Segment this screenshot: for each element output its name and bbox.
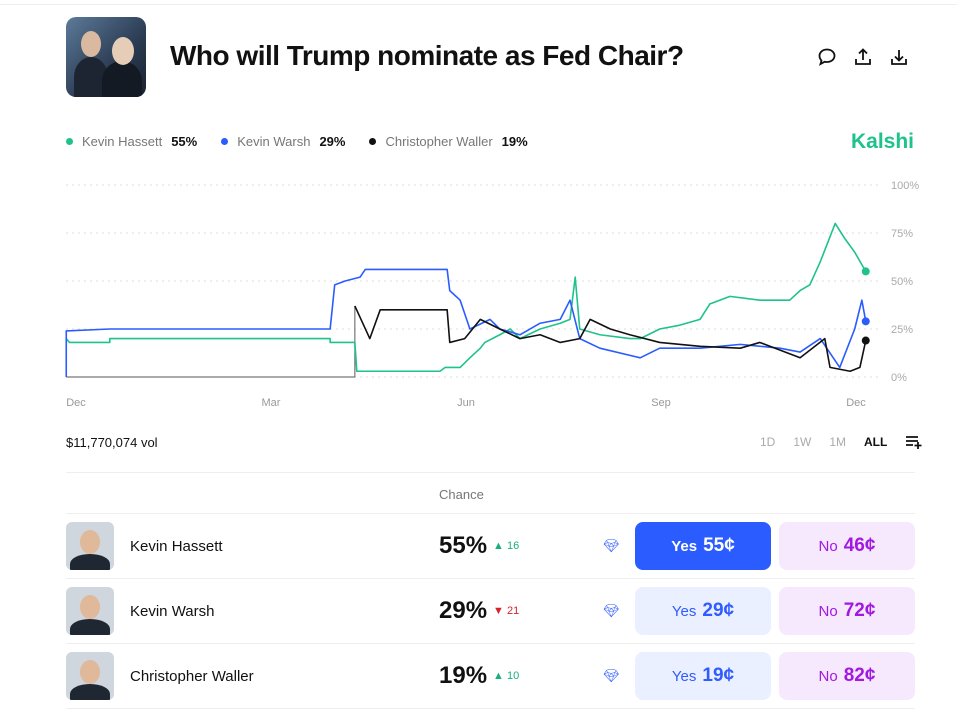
y-tick-label: 100% [891, 180, 919, 192]
x-tick-label: Jun [457, 397, 475, 409]
kalshi-logo: Kalshi [851, 130, 915, 153]
change-arrow-icon: ▲ [493, 670, 504, 682]
no-label: No [818, 602, 838, 620]
y-tick-label: 75% [891, 228, 913, 240]
no-price: 46¢ [843, 535, 876, 556]
no-button[interactable]: No 46¢ [779, 522, 915, 570]
legend-dot [66, 138, 73, 145]
diamond-icon[interactable]: 💎︎ [603, 538, 620, 553]
legend-value: 19% [501, 134, 528, 149]
yes-button[interactable]: Yes 29¢ [635, 587, 771, 635]
series-line-christopher-waller [354, 305, 867, 373]
change-arrow-icon: ▲ [493, 540, 504, 552]
divider [66, 578, 915, 579]
avatar [66, 587, 114, 635]
outcome-chance: 29% [439, 597, 488, 624]
range-1m[interactable]: 1M [829, 435, 847, 449]
yes-price: 19¢ [702, 665, 735, 686]
avatar [66, 652, 114, 700]
series-end-dot [861, 267, 870, 276]
change-value: 10 [506, 670, 520, 682]
yes-label: Yes [671, 667, 697, 685]
outcome-chance: 19% [439, 662, 488, 689]
y-tick-label: 0% [891, 372, 907, 384]
market-image [66, 17, 146, 97]
x-tick-label: Dec [66, 397, 86, 409]
divider [66, 472, 915, 473]
legend-value: 29% [319, 134, 346, 149]
range-1w[interactable]: 1W [793, 435, 812, 449]
divider [66, 643, 915, 644]
top-divider [0, 4, 957, 5]
change-arrow-icon: ▼ [493, 605, 504, 617]
share-icon[interactable] [853, 47, 873, 67]
avatar [66, 522, 114, 570]
comment-icon[interactable] [817, 47, 837, 67]
legend-item-waller: Christopher Waller 19% [369, 134, 528, 149]
legend-dot [221, 138, 229, 145]
legend-name: Christopher Waller [385, 134, 493, 149]
no-button[interactable]: No 82¢ [779, 652, 915, 700]
legend-value: 55% [171, 134, 198, 149]
outcome-chance: 55% [439, 532, 488, 559]
yes-button[interactable]: Yes 55¢ [635, 522, 771, 570]
chance-change: ▼ 21 [493, 605, 519, 617]
x-tick-label: Sep [651, 397, 671, 409]
outcome-row[interactable]: Kevin Warsh 29% ▼ 21 💎︎ Yes 29¢ No 72¢ [66, 579, 915, 644]
legend-item-warsh: Kevin Warsh 29% [221, 134, 345, 149]
add-series-icon[interactable] [905, 435, 923, 449]
range-all[interactable]: ALL [864, 435, 888, 449]
series-end-dot [861, 336, 870, 345]
range-1d[interactable]: 1D [760, 435, 776, 449]
diamond-icon[interactable]: 💎︎ [603, 603, 620, 618]
outcome-name: Christopher Waller [130, 668, 254, 685]
yes-label: Yes [671, 602, 697, 620]
no-price: 72¢ [843, 600, 876, 621]
no-label: No [818, 667, 838, 685]
yes-price: 29¢ [702, 600, 735, 621]
change-value: 16 [506, 540, 520, 552]
outcome-row[interactable]: Christopher Waller 19% ▲ 10 💎︎ Yes 19¢ No… [66, 644, 915, 709]
range-selector: 1D 1W 1M ALL [760, 435, 923, 449]
no-label: No [818, 537, 838, 555]
legend-item-hassett: Kevin Hassett 55% [66, 134, 197, 149]
no-price: 82¢ [843, 665, 876, 686]
y-tick-label: 25% [891, 324, 913, 336]
divider [66, 513, 915, 514]
y-tick-label: 50% [891, 276, 913, 288]
volume-label: $11,770,074 vol [66, 435, 158, 450]
series-end-dot [861, 317, 870, 326]
chance-change: ▲ 16 [493, 540, 519, 552]
legend-dot [369, 138, 377, 145]
price-chart[interactable]: 0% 25% 50% 75% 100% Dec Mar Jun Sep Dec [0, 170, 957, 415]
outcome-name: Kevin Hassett [130, 538, 223, 555]
download-icon[interactable] [889, 47, 909, 67]
series-line-kevin-warsh [65, 268, 867, 377]
no-button[interactable]: No 72¢ [779, 587, 915, 635]
change-value: 21 [506, 605, 520, 617]
chart-legend: Kevin Hassett 55% Kevin Warsh 29% Christop… [66, 134, 552, 149]
legend-name: Kevin Hassett [82, 134, 163, 149]
chance-header: Chance [439, 487, 484, 502]
outcome-name: Kevin Warsh [130, 603, 215, 620]
outcome-row[interactable]: Kevin Hassett 55% ▲ 16 💎︎ Yes 55¢ No 46¢ [66, 514, 915, 579]
yes-price: 55¢ [703, 535, 735, 556]
series-line-waller-baseline [66, 305, 356, 378]
legend-name: Kevin Warsh [237, 134, 311, 149]
x-tick-label: Dec [846, 397, 866, 409]
series-line-kevin-hassett [65, 222, 867, 373]
yes-label: Yes [671, 537, 698, 555]
diamond-icon[interactable]: 💎︎ [603, 668, 620, 683]
yes-button[interactable]: Yes 19¢ [635, 652, 771, 700]
x-tick-label: Mar [262, 397, 281, 409]
page-title: Who will Trump nominate as Fed Chair? [170, 40, 684, 71]
chance-change: ▲ 10 [493, 670, 519, 682]
